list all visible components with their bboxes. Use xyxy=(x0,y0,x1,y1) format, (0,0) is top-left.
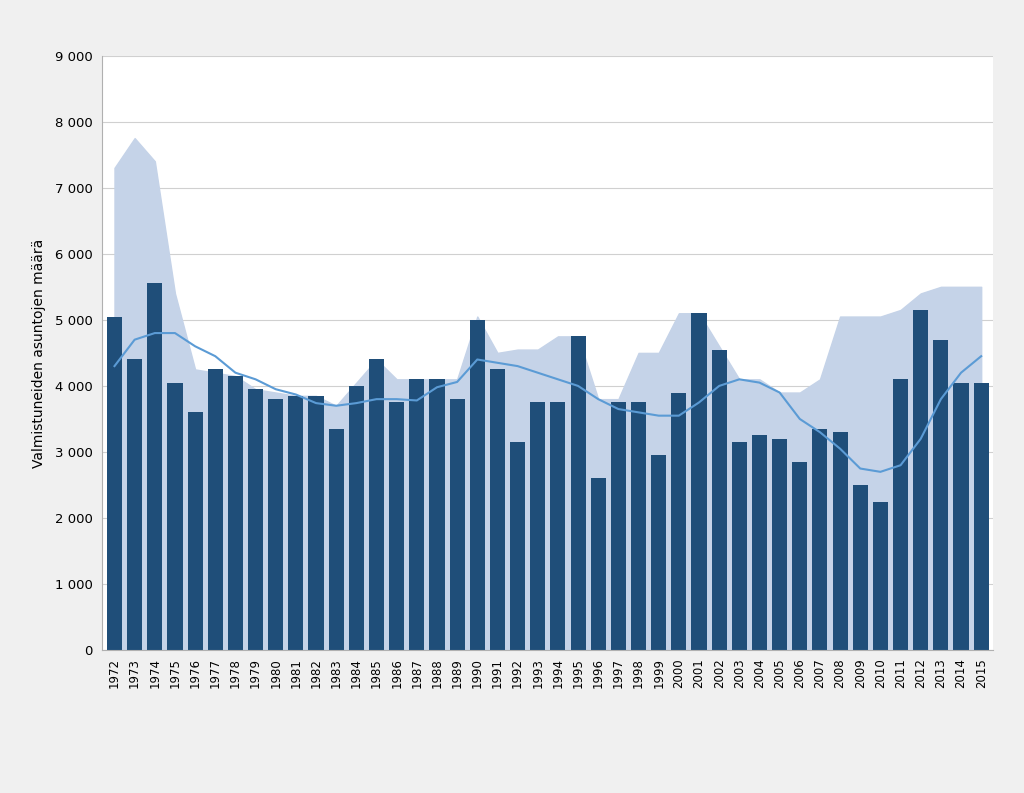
Bar xyxy=(591,478,606,650)
Bar xyxy=(752,435,767,650)
Bar xyxy=(530,403,546,650)
Bar xyxy=(933,339,948,650)
Bar xyxy=(389,403,404,650)
Bar xyxy=(470,320,484,650)
Bar xyxy=(187,412,203,650)
Bar xyxy=(349,386,364,650)
Bar xyxy=(510,442,525,650)
Bar xyxy=(228,376,243,650)
Bar xyxy=(672,393,686,650)
Bar xyxy=(208,370,223,650)
Bar xyxy=(793,462,807,650)
Y-axis label: Valmistuneiden asuntojen määrä: Valmistuneiden asuntojen määrä xyxy=(33,238,46,468)
Bar xyxy=(974,383,989,650)
Bar xyxy=(248,389,263,650)
Bar xyxy=(570,336,586,650)
Bar xyxy=(550,403,565,650)
Bar xyxy=(489,370,505,650)
Bar xyxy=(369,359,384,650)
Bar xyxy=(953,383,969,650)
Bar xyxy=(893,379,908,650)
Bar xyxy=(691,313,707,650)
Bar xyxy=(913,310,929,650)
Bar xyxy=(772,439,787,650)
Bar xyxy=(611,403,626,650)
Bar xyxy=(872,502,888,650)
Bar xyxy=(106,316,122,650)
Bar xyxy=(429,379,444,650)
Bar xyxy=(329,429,344,650)
Bar xyxy=(651,455,667,650)
Bar xyxy=(631,403,646,650)
Bar xyxy=(853,485,867,650)
Bar xyxy=(732,442,746,650)
Bar xyxy=(450,399,465,650)
Bar xyxy=(410,379,424,650)
Bar xyxy=(308,396,324,650)
Bar xyxy=(289,396,303,650)
Bar xyxy=(812,429,827,650)
Bar xyxy=(127,359,142,650)
Bar xyxy=(712,350,727,650)
Bar xyxy=(833,432,848,650)
Bar xyxy=(268,399,284,650)
Bar xyxy=(167,383,182,650)
Bar xyxy=(147,284,163,650)
